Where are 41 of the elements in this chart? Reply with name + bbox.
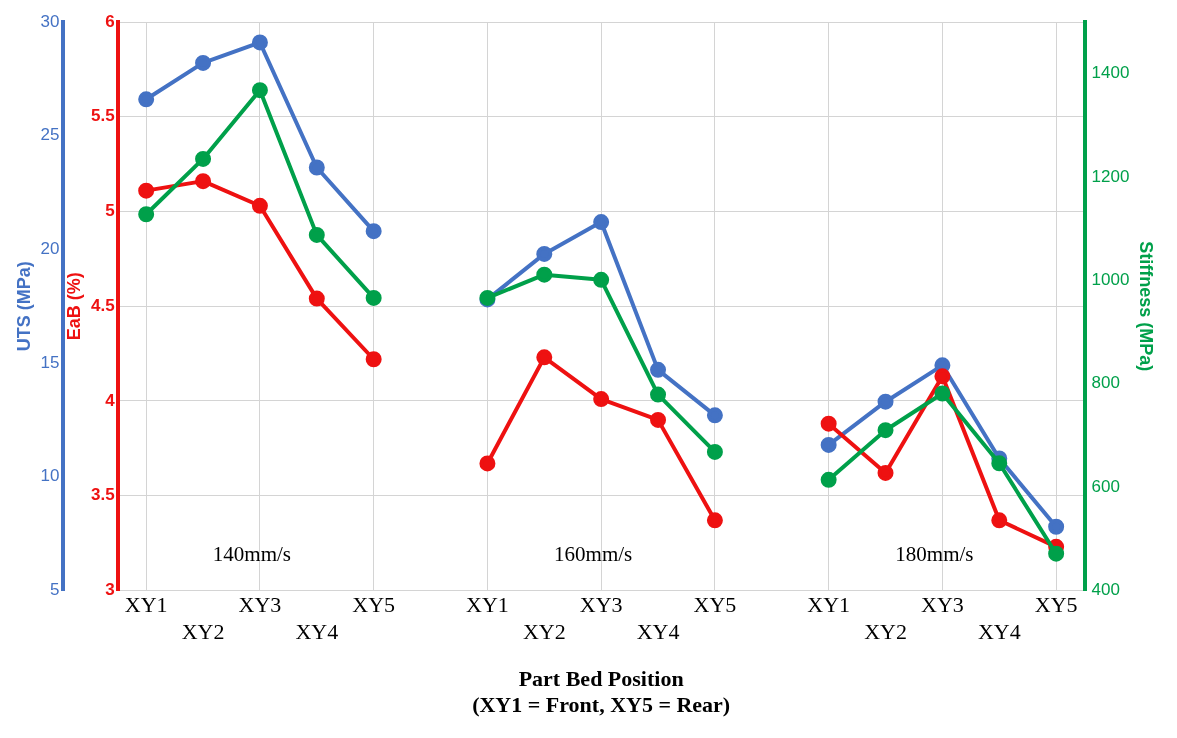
y-tick-label: 6 — [105, 11, 115, 31]
x-tick-label: XY3 — [579, 592, 623, 618]
y2-axis-title: Stiffness (MPa) — [1136, 241, 1157, 372]
y3-tick-label: 5 — [50, 580, 60, 600]
x-tick-label: XY4 — [977, 618, 1021, 644]
y2-tick-label: 1200 — [1091, 166, 1130, 186]
x-tick-label: XY1 — [807, 592, 851, 618]
y-tick-label: 5 — [105, 201, 115, 221]
y3-axis-title: UTS (MPa) — [13, 261, 34, 352]
x-tick-label: XY3 — [921, 592, 964, 618]
y-axis-title: EaB (%) — [64, 272, 85, 341]
y2-tick-label: 600 — [1091, 476, 1120, 496]
y-tick-label: 3.5 — [91, 485, 115, 505]
x-tick-label: XY1 — [124, 592, 168, 618]
annotation: 180mm/s — [895, 542, 974, 567]
y-tick-label: 4 — [105, 390, 116, 410]
y-tick-label: 4.5 — [91, 295, 115, 315]
y3-tick-label: 30 — [40, 11, 60, 31]
x-tick-label: XY4 — [295, 618, 339, 644]
x-tick-label: XY4 — [636, 618, 680, 644]
y3-tick-label: 10 — [40, 466, 60, 486]
y-tick-label: 3 — [105, 580, 115, 600]
y2-tick-label: 800 — [1091, 373, 1120, 393]
annotation: 160mm/s — [554, 542, 633, 567]
y2-tick-label: 1400 — [1091, 63, 1130, 83]
y3-tick-label: 15 — [40, 352, 60, 372]
y-tick-label: 5.5 — [91, 106, 115, 126]
y2-tick-label: 1000 — [1091, 270, 1130, 290]
x-tick-label: XY2 — [864, 618, 907, 644]
x-tick-label: XY1 — [466, 592, 509, 618]
y3-tick-label: 20 — [40, 239, 60, 259]
x-tick-label: XY5 — [352, 592, 396, 618]
annotation: 140mm/s — [212, 542, 292, 567]
x-tick-label: XY5 — [693, 592, 737, 618]
y3-tick-label: 25 — [40, 125, 60, 145]
y2-tick-label: 400 — [1091, 580, 1120, 600]
x-axis-title: Part Bed Position (XY1 = Front, XY5 = Rear) — [472, 666, 731, 718]
x-tick-label: XY5 — [1034, 592, 1078, 618]
x-tick-label: XY2 — [181, 618, 225, 644]
x-tick-label: XY2 — [522, 618, 566, 644]
x-tick-label: XY3 — [238, 592, 282, 618]
